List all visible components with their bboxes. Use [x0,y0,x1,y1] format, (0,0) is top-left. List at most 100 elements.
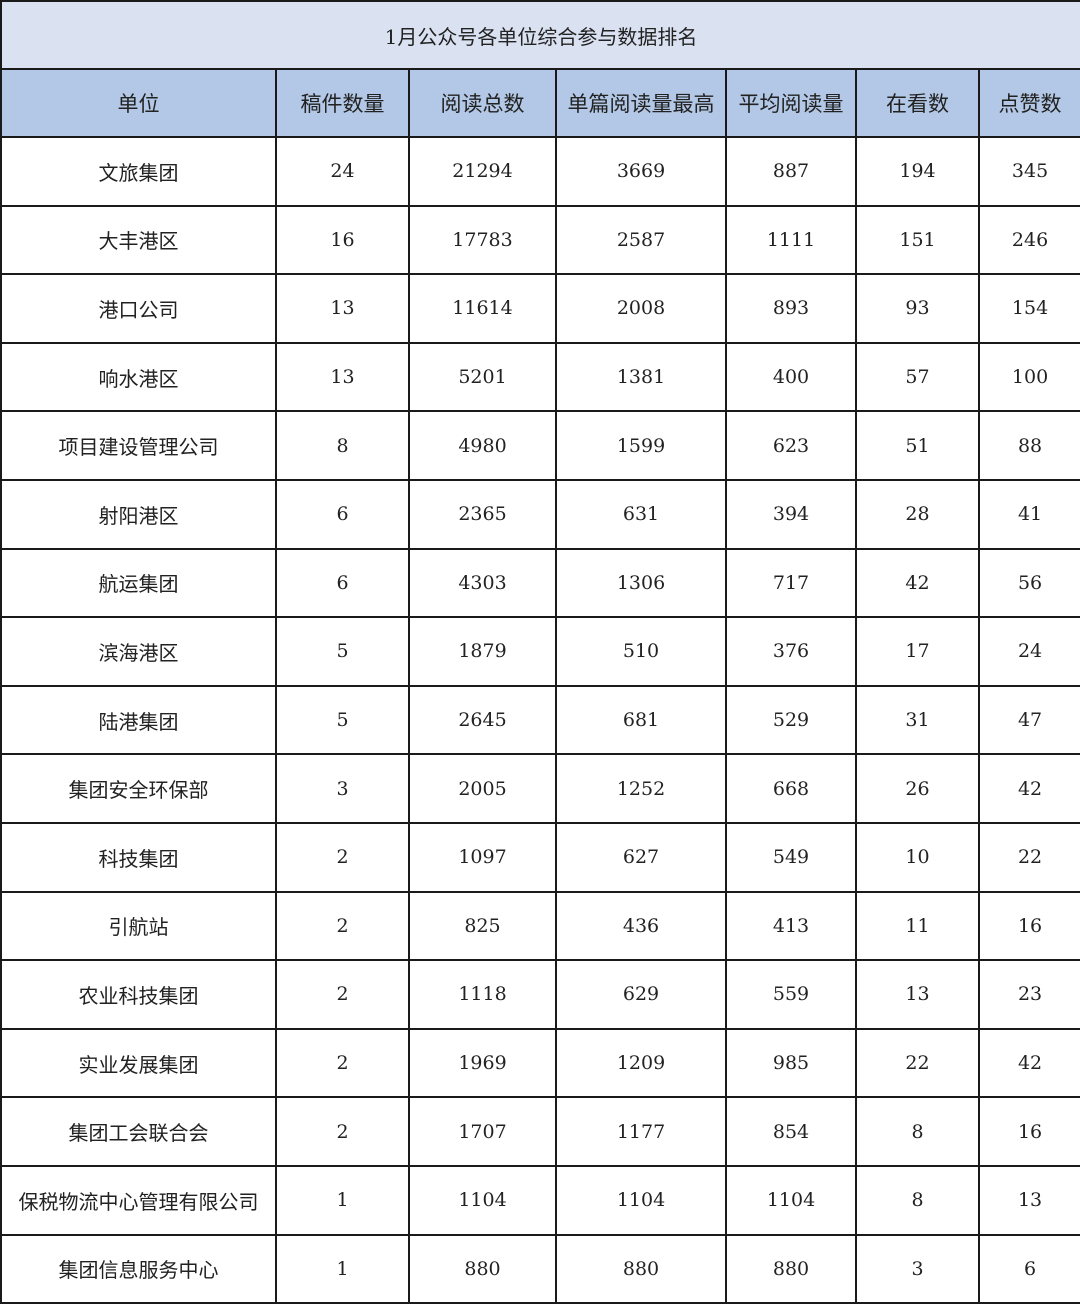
cell-avg-reads: 549 [725,821,857,893]
cell-total-reads: 1118 [408,959,557,1030]
cell-likes: 100 [977,341,1080,413]
cell-max-reads: 510 [555,616,727,687]
table-row: 实业发展集团 2 1969 1209 985 22 42 [0,1027,1080,1099]
cell-avg-reads: 559 [725,959,857,1030]
cell-watching: 26 [855,753,980,824]
table-row: 集团信息服务中心 1 880 880 880 3 6 [0,1233,1080,1304]
cell-likes: 154 [977,273,1080,344]
cell-articles: 13 [275,341,410,413]
cell-max-reads: 681 [555,684,727,756]
table-row: 引航站 2 825 436 413 11 16 [0,890,1080,962]
cell-max-reads: 1599 [555,410,727,481]
cell-likes: 42 [977,753,1080,824]
cell-watching: 11 [855,890,980,962]
cell-unit: 大丰港区 [0,204,277,276]
cell-unit: 响水港区 [0,341,277,413]
cell-max-reads: 1104 [555,1164,727,1236]
cell-unit: 科技集团 [0,821,277,893]
cell-max-reads: 631 [555,478,727,550]
cell-watching: 10 [855,821,980,893]
table-row: 保税物流中心管理有限公司 1 1104 1104 1104 8 13 [0,1164,1080,1236]
cell-unit: 引航站 [0,890,277,962]
cell-articles: 5 [275,684,410,756]
cell-likes: 56 [977,547,1080,619]
cell-total-reads: 1879 [408,616,557,687]
cell-likes: 23 [977,959,1080,1030]
cell-avg-reads: 1111 [725,204,857,276]
cell-avg-reads: 1104 [725,1164,857,1236]
cell-watching: 28 [855,478,980,550]
table-row: 射阳港区 6 2365 631 394 28 41 [0,478,1080,550]
cell-total-reads: 21294 [408,136,557,207]
cell-avg-reads: 893 [725,273,857,344]
table-title: 1月公众号各单位综合参与数据排名 [0,0,1080,70]
cell-watching: 42 [855,547,980,619]
cell-watching: 8 [855,1164,980,1236]
cell-avg-reads: 887 [725,136,857,207]
cell-avg-reads: 400 [725,341,857,413]
cell-avg-reads: 394 [725,478,857,550]
table-row: 陆港集团 5 2645 681 529 31 47 [0,684,1080,756]
header-max-reads: 单篇阅读量最高 [555,68,727,138]
cell-total-reads: 2645 [408,684,557,756]
cell-unit: 项目建设管理公司 [0,410,277,481]
cell-avg-reads: 668 [725,753,857,824]
table-row: 响水港区 13 5201 1381 400 57 100 [0,341,1080,413]
cell-articles: 6 [275,547,410,619]
table-row: 集团工会联合会 2 1707 1177 854 8 16 [0,1096,1080,1167]
cell-likes: 16 [977,890,1080,962]
cell-max-reads: 1177 [555,1096,727,1167]
cell-max-reads: 1209 [555,1027,727,1099]
cell-likes: 47 [977,684,1080,756]
cell-articles: 24 [275,136,410,207]
cell-total-reads: 11614 [408,273,557,344]
cell-max-reads: 1381 [555,341,727,413]
header-total-reads: 阅读总数 [408,68,557,138]
cell-total-reads: 1707 [408,1096,557,1167]
cell-watching: 93 [855,273,980,344]
cell-articles: 2 [275,959,410,1030]
table-row: 航运集团 6 4303 1306 717 42 56 [0,547,1080,619]
cell-unit: 农业科技集团 [0,959,277,1030]
cell-max-reads: 627 [555,821,727,893]
cell-total-reads: 17783 [408,204,557,276]
cell-likes: 345 [977,136,1080,207]
cell-avg-reads: 413 [725,890,857,962]
header-articles: 稿件数量 [275,68,410,138]
title-row: 1月公众号各单位综合参与数据排名 [0,0,1080,70]
cell-total-reads: 1097 [408,821,557,893]
cell-likes: 41 [977,478,1080,550]
table-row: 文旅集团 24 21294 3669 887 194 345 [0,136,1080,207]
cell-max-reads: 629 [555,959,727,1030]
table-row: 港口公司 13 11614 2008 893 93 154 [0,273,1080,344]
cell-total-reads: 1969 [408,1027,557,1099]
cell-unit: 保税物流中心管理有限公司 [0,1164,277,1236]
cell-avg-reads: 985 [725,1027,857,1099]
cell-unit: 集团工会联合会 [0,1096,277,1167]
cell-total-reads: 5201 [408,341,557,413]
cell-likes: 22 [977,821,1080,893]
cell-max-reads: 1252 [555,753,727,824]
cell-likes: 13 [977,1164,1080,1236]
cell-unit: 港口公司 [0,273,277,344]
cell-watching: 31 [855,684,980,756]
cell-watching: 22 [855,1027,980,1099]
table-row: 科技集团 2 1097 627 549 10 22 [0,821,1080,893]
cell-avg-reads: 717 [725,547,857,619]
cell-articles: 2 [275,1096,410,1167]
cell-likes: 42 [977,1027,1080,1099]
cell-articles: 2 [275,1027,410,1099]
cell-articles: 1 [275,1164,410,1236]
header-likes: 点赞数 [977,68,1080,138]
cell-avg-reads: 880 [725,1233,857,1304]
cell-total-reads: 2005 [408,753,557,824]
cell-avg-reads: 623 [725,410,857,481]
cell-unit: 陆港集团 [0,684,277,756]
table-row: 大丰港区 16 17783 2587 1111 151 246 [0,204,1080,276]
cell-max-reads: 436 [555,890,727,962]
cell-likes: 246 [977,204,1080,276]
cell-articles: 3 [275,753,410,824]
header-unit: 单位 [0,68,277,138]
cell-avg-reads: 529 [725,684,857,756]
